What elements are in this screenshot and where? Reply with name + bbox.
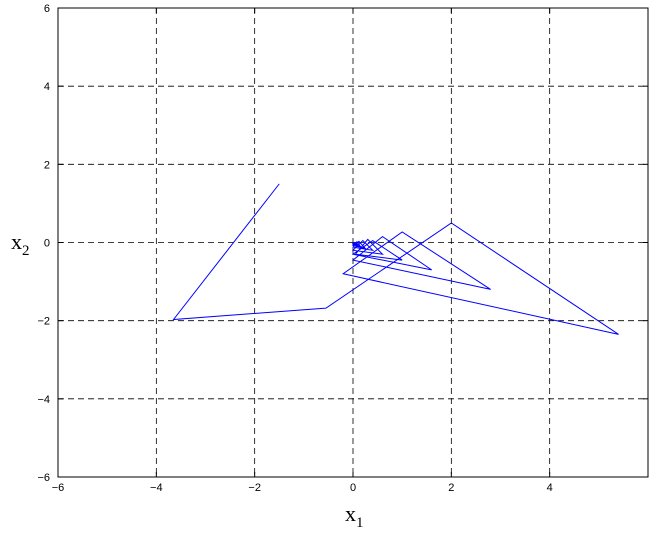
y-tick-label: 0: [44, 238, 50, 250]
x-tick-label: −2: [248, 482, 261, 494]
x-tick-label: −4: [150, 482, 163, 494]
x-axis-label: x1: [345, 501, 364, 531]
y-axis-label: x2: [11, 229, 30, 259]
axis-ticks: [57, 7, 648, 478]
y-tick-label: 2: [44, 159, 50, 171]
y-tick-label: 4: [44, 81, 50, 93]
data-series: [172, 183, 619, 335]
y-tick-label: −2: [37, 316, 50, 328]
y-tick-label: −4: [37, 394, 50, 406]
y-tick-labels: −6 −4 −2 0 2 4 6: [37, 3, 50, 484]
y-tick-label: 6: [44, 3, 50, 15]
x-tick-label: 0: [350, 482, 356, 494]
trajectory-line: [172, 183, 619, 335]
y-tick-label: −6: [37, 472, 50, 484]
x-tick-label: 4: [547, 482, 553, 494]
x-tick-label: −6: [52, 482, 65, 494]
x-tick-label: 2: [448, 482, 454, 494]
x-tick-labels: −6 −4 −2 0 2 4: [52, 482, 553, 494]
grid-lines: [58, 8, 648, 477]
